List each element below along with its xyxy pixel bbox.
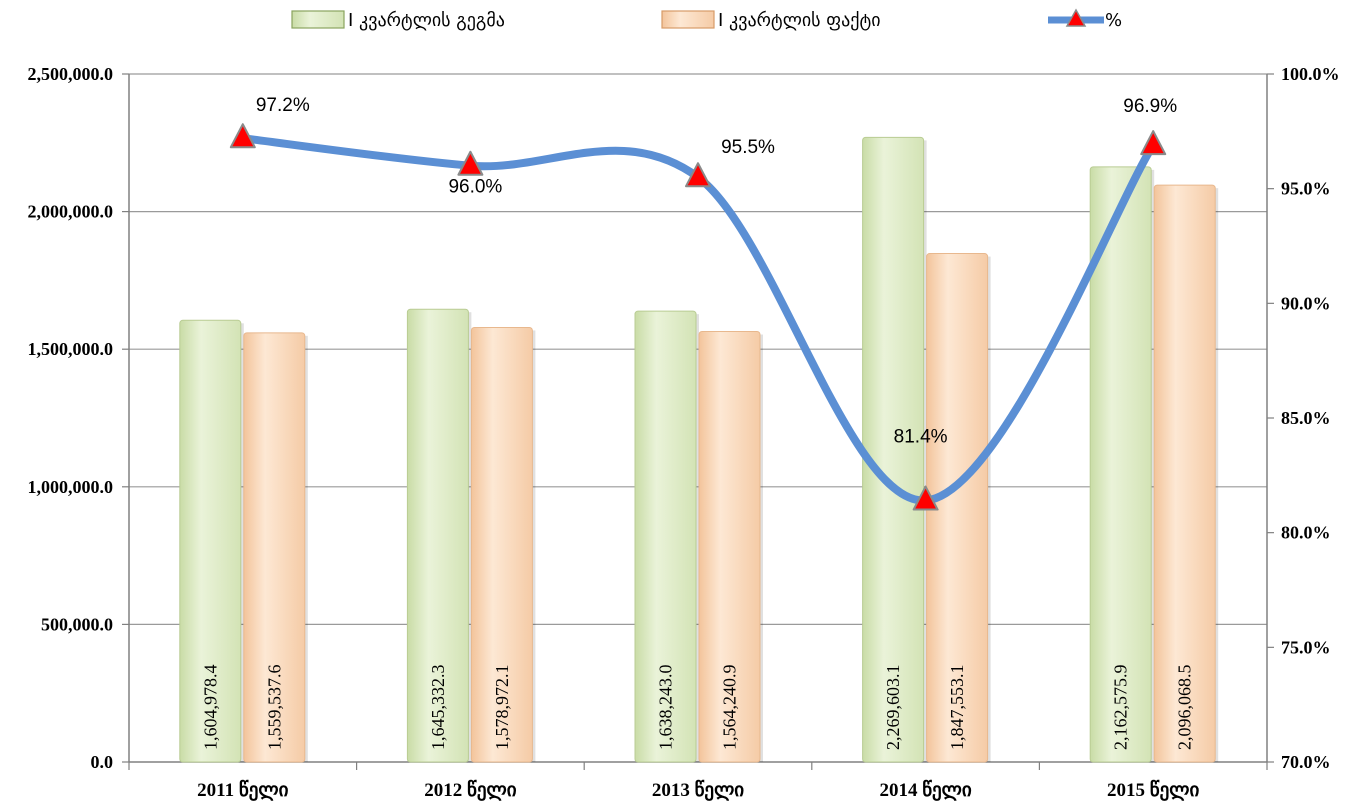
legend-swatch xyxy=(291,10,345,29)
bars: 1,604,978.4 1,559,537.6 1,645,332.3 1,578,9… xyxy=(179,136,1219,763)
bar xyxy=(470,326,533,763)
percent-marker xyxy=(229,123,256,149)
legend: I კვარტლის გეგმა I კვარტლის ფაქტი% xyxy=(291,8,1122,31)
axes: 0.0 500,000.0 1,000,000.0 1,500,000.0 2,000,… xyxy=(28,64,1340,801)
y-tick-label: 1,500,000.0 xyxy=(28,339,114,359)
bar-data-label: 2,269,603.1 xyxy=(883,665,903,751)
bar xyxy=(634,310,697,763)
y2-tick-label: 95.0% xyxy=(1281,179,1331,199)
percent-data-label: 97.2% xyxy=(256,95,310,116)
bar-data-label: 2,096,068.5 xyxy=(1175,665,1195,751)
legend-label: I კვარტლის გეგმა xyxy=(348,10,505,31)
bar-data-label: 1,604,978.4 xyxy=(200,665,220,751)
bar-data-label: 1,559,537.6 xyxy=(264,665,284,751)
bar-data-label: 1,638,243.0 xyxy=(656,665,676,751)
y2-tick-label: 85.0% xyxy=(1281,408,1331,428)
percent-data-label: 81.4% xyxy=(894,427,948,448)
bar xyxy=(243,332,306,763)
y-tick-label: 1,000,000.0 xyxy=(28,477,114,497)
percent-marker xyxy=(457,150,484,176)
legend-marker xyxy=(1065,8,1087,27)
x-tick-label: 2011 წელი xyxy=(197,779,288,801)
bar-data-label: 1,645,332.3 xyxy=(428,665,448,751)
percent-line: 97.2% 96.0% 95.5% 81.4% 96.9% xyxy=(229,95,1177,511)
y2-tick-label: 90.0% xyxy=(1281,293,1331,313)
x-tick-label: 2014 წელი xyxy=(879,779,971,801)
bar-data-label: 1,564,240.9 xyxy=(720,665,740,751)
legend-swatch xyxy=(661,10,715,29)
bar xyxy=(179,319,242,763)
y-tick-label: 500,000.0 xyxy=(41,614,113,634)
x-tick-label: 2012 წელი xyxy=(424,779,516,801)
y-tick-label: 2,500,000.0 xyxy=(28,64,114,84)
bar-data-label: 1,847,553.1 xyxy=(947,665,967,751)
bar-data-label: 1,578,972.1 xyxy=(492,665,512,751)
percent-data-label: 95.5% xyxy=(721,137,775,158)
y2-tick-label: 100.0% xyxy=(1281,64,1340,84)
legend-label: % xyxy=(1105,10,1122,31)
x-tick-label: 2013 წელი xyxy=(652,779,744,801)
bar-data-label: 2,162,575.9 xyxy=(1111,665,1131,751)
percent-marker xyxy=(685,162,711,188)
gridlines xyxy=(129,73,1267,626)
y2-tick-label: 80.0% xyxy=(1281,523,1331,543)
percent-marker xyxy=(1140,130,1167,156)
percent-marker xyxy=(912,485,939,511)
x-tick-label: 2015 წელი xyxy=(1107,779,1199,801)
percent-data-label: 96.9% xyxy=(1123,96,1177,117)
y2-tick-label: 75.0% xyxy=(1281,637,1331,657)
y-tick-label: 0.0 xyxy=(91,752,114,772)
bar xyxy=(1153,184,1216,763)
y2-tick-label: 70.0% xyxy=(1281,752,1331,772)
percent-series-line xyxy=(238,134,1158,505)
bar xyxy=(1089,166,1152,763)
bar xyxy=(406,308,469,763)
bar xyxy=(698,331,761,763)
y-tick-label: 2,000,000.0 xyxy=(28,202,114,222)
legend-label: I კვარტლის ფაქტი xyxy=(718,10,881,31)
percent-data-label: 96.0% xyxy=(448,177,502,198)
